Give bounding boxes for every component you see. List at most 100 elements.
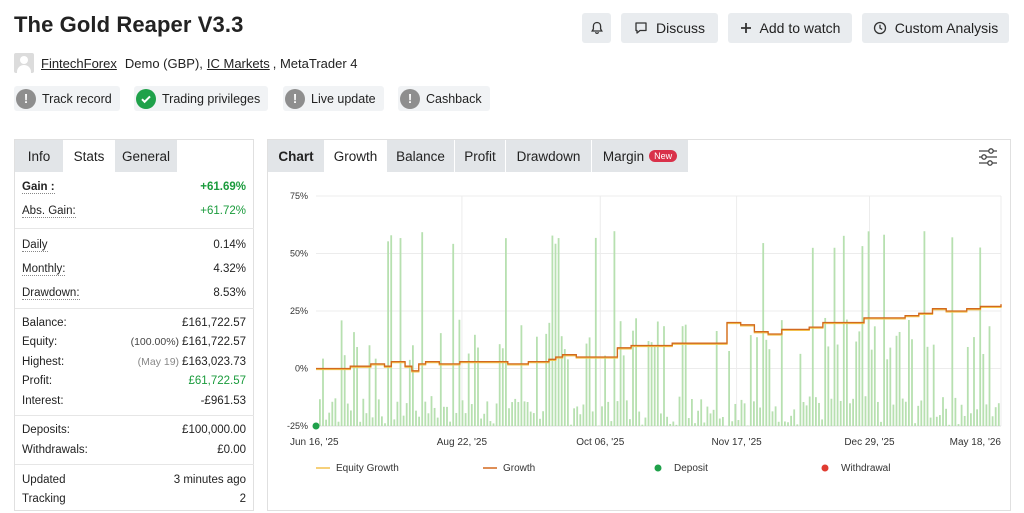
volume-bar (836, 344, 839, 426)
equity-row: Equity: (100.00%) £161,722.57 (22, 336, 246, 348)
volume-bar (322, 358, 324, 426)
tab-general[interactable]: General (115, 140, 177, 172)
trading-privileges-label: Trading privileges (162, 91, 261, 106)
volume-bar (861, 246, 864, 426)
volume-bar (607, 401, 610, 426)
volume-bar (594, 237, 597, 426)
volume-bar (749, 335, 752, 426)
notification-button[interactable] (582, 13, 611, 43)
volume-bar (331, 401, 334, 426)
volume-bar (886, 359, 889, 426)
equity-label: Equity: (22, 336, 58, 348)
volume-bar (446, 406, 448, 426)
volume-bar (346, 403, 349, 426)
volume-bar (908, 319, 910, 426)
tab-stats[interactable]: Stats (63, 140, 115, 172)
divider (15, 228, 254, 229)
tab-balance[interactable]: Balance (387, 140, 454, 172)
add-to-watch-button[interactable]: Add to watch (728, 13, 852, 43)
daily-row: Daily 0.14% (22, 239, 246, 252)
broker-link[interactable]: IC Markets (206, 55, 270, 71)
volume-bar (808, 396, 811, 426)
volume-bar (622, 355, 625, 426)
volume-bar (957, 424, 960, 426)
volume-bar (653, 346, 656, 426)
volume-bar (799, 353, 802, 426)
volume-bar (762, 243, 765, 426)
volume-bar (359, 421, 362, 426)
y-tick-label: 25% (290, 306, 308, 316)
volume-bar (833, 247, 836, 426)
drawdown-label[interactable]: Drawdown: (22, 287, 80, 300)
volume-bar (350, 410, 352, 426)
volume-bar (759, 407, 761, 426)
volume-bar (384, 423, 386, 426)
volume-bar (582, 404, 585, 426)
volume-bar (842, 235, 845, 426)
volume-bar (508, 408, 510, 426)
tab-profit[interactable]: Profit (455, 140, 505, 172)
gain-row: Gain : +61.69% (22, 181, 246, 194)
volume-bar (731, 421, 734, 426)
custom-analysis-button[interactable]: Custom Analysis (862, 13, 1009, 43)
daily-label[interactable]: Daily (22, 239, 48, 252)
volume-bar (870, 349, 873, 426)
live-update-badge[interactable]: ! Live update (283, 86, 384, 111)
volume-bar (966, 346, 969, 426)
interest-label: Interest: (22, 395, 64, 407)
add-to-watch-label: Add to watch (759, 20, 841, 36)
growth-chart[interactable]: 75% 50% 25% 0% -25% Jun 16, '25 Aug 22, '25 Oc… (268, 172, 1010, 510)
page-title: The Gold Reaper V3.3 (14, 12, 244, 37)
x-tick-label: Nov 17, '25 (711, 437, 762, 448)
volume-bar (368, 345, 371, 426)
volume-bar (687, 418, 690, 426)
volume-bar (756, 337, 758, 426)
volume-bar (551, 235, 554, 426)
volume-bar (495, 403, 498, 426)
profit-value: £61,722.57 (188, 375, 246, 387)
highest-label: Highest: (22, 356, 65, 368)
tab-drawdown[interactable]: Drawdown (506, 140, 591, 172)
tab-margin[interactable]: Margin New (592, 140, 688, 172)
volume-bar (796, 424, 799, 426)
updated-value: 3 minutes ago (173, 474, 246, 486)
abs-gain-label[interactable]: Abs. Gain: (22, 205, 76, 218)
chart-panel: Chart Growth Balance Profit Drawdown Mar… (267, 139, 1011, 511)
volume-bar (424, 401, 427, 426)
x-tick-label: Dec 29, '25 (844, 437, 895, 448)
volume-bar (452, 243, 455, 426)
volume-bar (353, 332, 355, 426)
equity-value: £161,722.57 (182, 336, 246, 348)
track-record-badge[interactable]: ! Track record (14, 86, 120, 111)
trading-privileges-badge[interactable]: Trading privileges (134, 86, 269, 111)
volume-bar (374, 358, 377, 426)
cashback-label: Cashback (426, 91, 482, 106)
volume-bar (728, 351, 730, 426)
chart-legend: Equity Growth Growth Deposit Withdrawal (316, 463, 890, 474)
volume-bar (560, 336, 563, 426)
settings-sliders-icon[interactable] (978, 148, 998, 166)
tab-info[interactable]: Info (15, 140, 63, 172)
monthly-label[interactable]: Monthly: (22, 263, 66, 276)
volume-bar (889, 347, 892, 426)
owner-link[interactable]: FintechForex (41, 55, 117, 71)
volume-bar (604, 355, 606, 426)
updated-label: Updated (22, 474, 66, 486)
volume-bar (737, 420, 740, 426)
volume-bar (951, 237, 954, 426)
legend-label: Deposit (674, 463, 708, 474)
volume-bar (449, 421, 451, 426)
discuss-button[interactable]: Discuss (621, 13, 718, 43)
volume-bar (585, 343, 588, 426)
volume-bar (715, 330, 718, 426)
gain-label[interactable]: Gain : (22, 181, 55, 194)
volume-bar (709, 413, 712, 426)
volume-bar (684, 324, 687, 426)
volume-bar (505, 238, 507, 426)
tab-growth[interactable]: Growth (324, 140, 387, 172)
volume-bar (523, 401, 526, 426)
y-tick-label: 50% (290, 249, 308, 259)
cashback-badge[interactable]: ! Cashback (398, 86, 490, 111)
volume-bar (458, 319, 461, 426)
tab-chart[interactable]: Chart (268, 140, 324, 172)
